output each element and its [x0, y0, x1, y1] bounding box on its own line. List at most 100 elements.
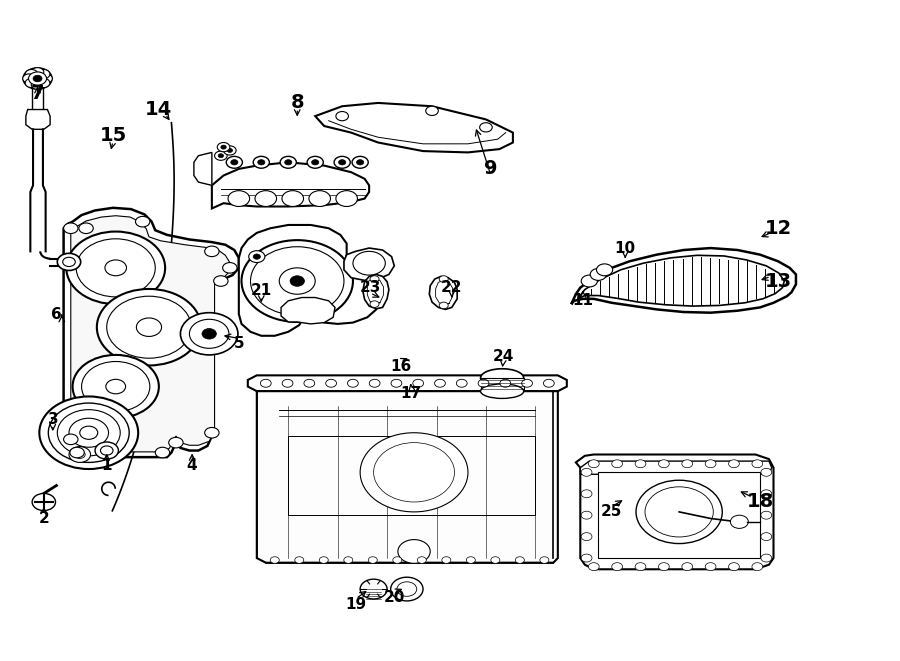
- Circle shape: [500, 379, 510, 387]
- Text: 5: 5: [233, 336, 244, 351]
- Text: 16: 16: [390, 360, 411, 374]
- Text: 19: 19: [345, 597, 366, 611]
- Circle shape: [597, 264, 613, 276]
- Circle shape: [369, 379, 380, 387]
- Circle shape: [280, 157, 296, 169]
- Text: 11: 11: [572, 293, 593, 308]
- Circle shape: [230, 160, 238, 165]
- Circle shape: [426, 106, 438, 116]
- Circle shape: [168, 438, 183, 448]
- Circle shape: [69, 418, 109, 447]
- Text: 13: 13: [764, 272, 792, 291]
- Circle shape: [659, 563, 670, 570]
- Circle shape: [635, 460, 646, 468]
- Circle shape: [40, 74, 52, 83]
- Circle shape: [480, 123, 492, 132]
- Circle shape: [260, 379, 271, 387]
- Circle shape: [248, 251, 265, 262]
- Circle shape: [270, 557, 279, 563]
- Circle shape: [82, 362, 150, 412]
- Circle shape: [279, 268, 315, 294]
- Bar: [481, 378, 524, 391]
- Circle shape: [250, 247, 344, 315]
- Circle shape: [612, 460, 623, 468]
- Text: 8: 8: [291, 93, 304, 112]
- Circle shape: [213, 276, 228, 286]
- Circle shape: [522, 379, 533, 387]
- Circle shape: [295, 557, 304, 563]
- Text: 7: 7: [31, 83, 44, 102]
- Polygon shape: [212, 163, 369, 208]
- Circle shape: [107, 296, 191, 358]
- Circle shape: [76, 239, 156, 297]
- Circle shape: [49, 403, 130, 463]
- Text: 25: 25: [601, 504, 623, 520]
- Polygon shape: [578, 255, 784, 306]
- Text: 14: 14: [144, 100, 172, 119]
- Circle shape: [69, 447, 91, 463]
- Circle shape: [282, 190, 303, 206]
- Circle shape: [466, 557, 475, 563]
- Circle shape: [338, 160, 346, 165]
- Circle shape: [682, 460, 693, 468]
- Circle shape: [581, 469, 592, 477]
- Circle shape: [311, 160, 319, 165]
- Circle shape: [752, 563, 762, 570]
- Circle shape: [353, 251, 385, 275]
- Circle shape: [223, 146, 236, 155]
- Circle shape: [413, 379, 424, 387]
- Ellipse shape: [481, 384, 524, 399]
- Circle shape: [73, 355, 159, 418]
- Circle shape: [32, 80, 44, 89]
- Circle shape: [33, 75, 42, 82]
- Circle shape: [729, 460, 740, 468]
- Circle shape: [25, 79, 38, 87]
- Polygon shape: [281, 297, 335, 324]
- Circle shape: [760, 533, 771, 541]
- Circle shape: [336, 190, 357, 206]
- Circle shape: [67, 231, 165, 304]
- Circle shape: [612, 563, 623, 570]
- Circle shape: [636, 481, 723, 543]
- Circle shape: [491, 557, 500, 563]
- Circle shape: [374, 443, 454, 502]
- Circle shape: [63, 257, 76, 266]
- Circle shape: [391, 379, 401, 387]
- Circle shape: [729, 563, 740, 570]
- Circle shape: [75, 451, 86, 459]
- Polygon shape: [598, 473, 760, 558]
- Circle shape: [37, 79, 50, 87]
- Circle shape: [22, 74, 35, 83]
- Circle shape: [392, 557, 401, 563]
- Circle shape: [255, 190, 276, 206]
- Circle shape: [682, 563, 693, 570]
- Circle shape: [25, 69, 38, 79]
- Circle shape: [101, 446, 113, 455]
- Circle shape: [58, 410, 121, 456]
- Circle shape: [360, 433, 468, 512]
- Circle shape: [226, 157, 242, 169]
- Circle shape: [544, 379, 554, 387]
- Circle shape: [220, 145, 226, 149]
- Circle shape: [760, 554, 771, 562]
- Circle shape: [80, 426, 98, 440]
- Polygon shape: [576, 455, 773, 569]
- Circle shape: [442, 557, 451, 563]
- Circle shape: [106, 379, 126, 394]
- Circle shape: [581, 511, 592, 519]
- Circle shape: [37, 69, 50, 79]
- Circle shape: [189, 319, 229, 348]
- Circle shape: [253, 254, 260, 259]
- Polygon shape: [26, 110, 50, 130]
- Circle shape: [635, 563, 646, 570]
- Circle shape: [581, 554, 592, 562]
- Circle shape: [360, 579, 387, 599]
- Circle shape: [760, 511, 771, 519]
- Circle shape: [516, 557, 525, 563]
- Circle shape: [284, 160, 292, 165]
- Text: 17: 17: [400, 385, 422, 401]
- Circle shape: [217, 143, 230, 152]
- Circle shape: [156, 447, 169, 458]
- Text: 9: 9: [483, 159, 497, 178]
- Circle shape: [64, 223, 78, 233]
